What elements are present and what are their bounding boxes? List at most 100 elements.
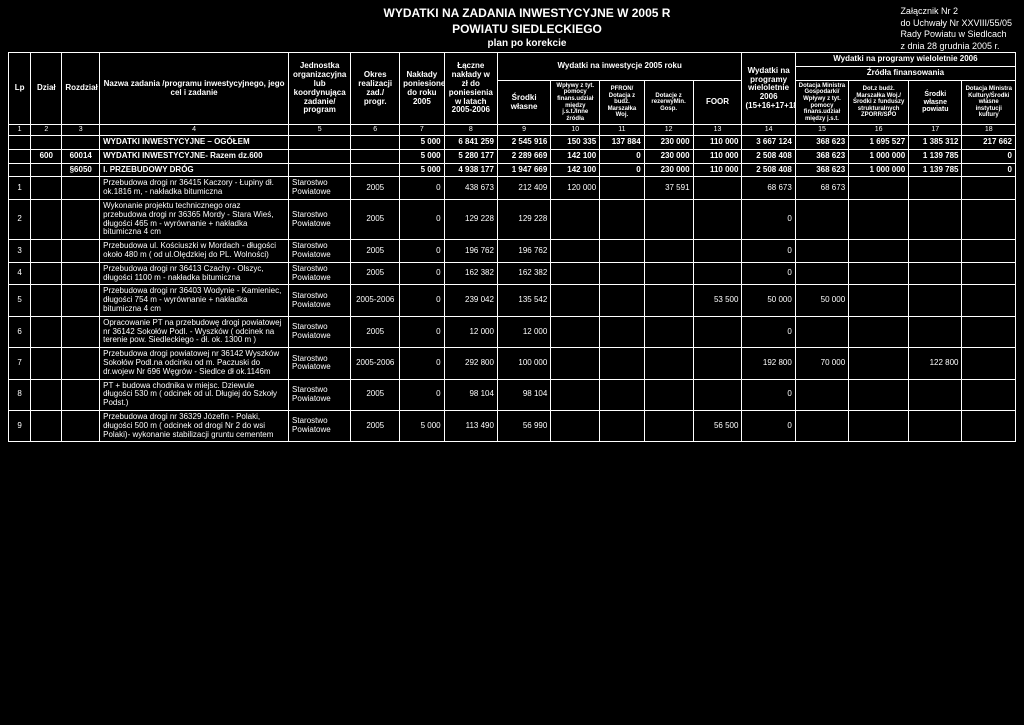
cell-jedn: Starostwo Powiatowe [289,316,351,347]
cell-dzial [31,285,62,316]
cell-jedn: Starostwo Powiatowe [289,200,351,240]
column-number: 13 [693,125,742,136]
cell-c8: 98 104 [444,379,497,410]
cell-c12 [644,240,693,263]
cell-dzial [31,163,62,177]
cell-jedn: Starostwo Powiatowe [289,410,351,441]
cell-okres [351,163,400,177]
h-srodki-pow: Środki własne powiatu [909,80,962,125]
cell-c18 [962,316,1016,347]
column-number: 18 [962,125,1016,136]
cell-okres: 2005-2006 [351,285,400,316]
cell-c16 [849,177,909,200]
cell-c15: 70 000 [795,348,848,379]
cell-c11 [600,316,644,347]
cell-okres: 2005 [351,316,400,347]
cell-c12 [644,379,693,410]
cell-c18: 0 [962,149,1016,163]
cell-nazwa: WYDATKI INWESTYCYJNE – OGÓŁEM [100,136,289,150]
cell-c7: 5 000 [400,163,444,177]
cell-c12: 230 000 [644,136,693,150]
cell-lp: 2 [9,200,31,240]
cell-c11: 0 [600,163,644,177]
cell-c9: 212 409 [497,177,550,200]
column-number: 2 [31,125,62,136]
h-dzial: Dział [31,53,62,125]
cell-c8: 5 280 177 [444,149,497,163]
column-number: 11 [600,125,644,136]
cell-c8: 113 490 [444,410,497,441]
table-row: §6050I. PRZEBUDOWY DRÓG5 0004 938 1771 9… [9,163,1016,177]
cell-c11 [600,379,644,410]
cell-rozdz [62,379,100,410]
cell-c16 [849,262,909,285]
cell-c10 [551,200,600,240]
cell-c17 [909,379,962,410]
cell-dzial [31,410,62,441]
h-dotacje-rez: Dotacje z rezerwyMin. Gosp. [644,80,693,125]
cell-jedn [289,163,351,177]
attachment-block: Załącznik Nr 2 do Uchwały Nr XXVIII/55/0… [900,6,1012,53]
cell-c17 [909,316,962,347]
h-jednostka: Jednostka organizacyjna lub koordynująca… [289,53,351,125]
h-nazwa: Nazwa zadania /programu inwestycyjnego, … [100,53,289,125]
cell-c10 [551,285,600,316]
cell-c11 [600,200,644,240]
cell-c8: 6 841 259 [444,136,497,150]
cell-c14: 192 800 [742,348,795,379]
cell-c11 [600,285,644,316]
cell-c14: 0 [742,262,795,285]
cell-c16 [849,240,909,263]
title-line2: POWIATU SIEDLECKIEGO [384,22,671,38]
cell-c18 [962,240,1016,263]
table-row: 6Opracowanie PT na przebudowę drogi powi… [9,316,1016,347]
cell-c15 [795,200,848,240]
cell-c18 [962,379,1016,410]
column-number: 15 [795,125,848,136]
column-number: 5 [289,125,351,136]
cell-c11 [600,410,644,441]
cell-c15 [795,240,848,263]
investment-table: Lp Dział Rozdział Nazwa zadania /program… [8,52,1016,442]
cell-c16: 1 695 527 [849,136,909,150]
column-number: 7 [400,125,444,136]
cell-lp: 3 [9,240,31,263]
cell-c15: 368 623 [795,136,848,150]
h-dotacja-kult: Dotacja Ministra Kultury/Środki własne i… [962,80,1016,125]
cell-c9: 129 228 [497,200,550,240]
cell-okres [351,136,400,150]
cell-c8: 438 673 [444,177,497,200]
column-number: 10 [551,125,600,136]
cell-c9: 2 545 916 [497,136,550,150]
cell-dzial [31,240,62,263]
cell-lp: 7 [9,348,31,379]
h-dotacja-min: Dotacja Ministra Gospodarki/ Wpływy z ty… [795,80,848,125]
column-number: 12 [644,125,693,136]
cell-nazwa: Przebudowa drogi powiatowej nr 36142 Wys… [100,348,289,379]
cell-jedn: Starostwo Powiatowe [289,285,351,316]
cell-dzial [31,200,62,240]
cell-c18 [962,348,1016,379]
column-number: 16 [849,125,909,136]
cell-c7: 0 [400,240,444,263]
cell-c10: 120 000 [551,177,600,200]
cell-rozdz [62,262,100,285]
cell-rozdz: 60014 [62,149,100,163]
table-row: 2Wykonanie projektu technicznego oraz pr… [9,200,1016,240]
cell-c9: 135 542 [497,285,550,316]
cell-dzial [31,379,62,410]
table-row: 5Przebudowa drogi nr 36403 Wodynie - Kam… [9,285,1016,316]
cell-c16: 1 000 000 [849,163,909,177]
cell-dzial [31,316,62,347]
column-number: 14 [742,125,795,136]
cell-c16 [849,200,909,240]
h-naklady: Nakłady poniesione do roku 2005 [400,53,444,125]
cell-c9: 12 000 [497,316,550,347]
cell-c12: 37 591 [644,177,693,200]
column-number: 4 [100,125,289,136]
column-number: 8 [444,125,497,136]
column-number: 6 [351,125,400,136]
cell-c16 [849,379,909,410]
cell-c17: 1 139 785 [909,149,962,163]
att-l3: Rady Powiatu w Siedlcach [900,29,1012,41]
